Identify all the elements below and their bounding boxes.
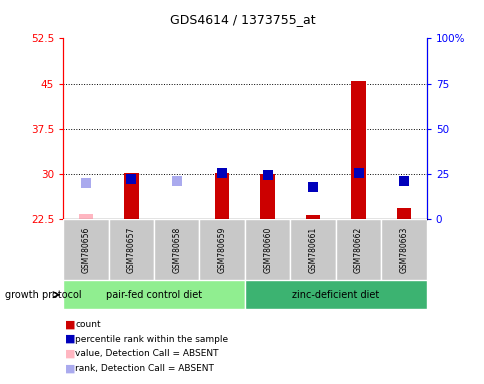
Bar — [244, 219, 290, 280]
Bar — [63, 280, 244, 309]
Text: zinc-deficient diet: zinc-deficient diet — [292, 290, 378, 300]
Text: GSM780656: GSM780656 — [81, 227, 90, 273]
Bar — [260, 174, 274, 219]
Text: GSM780661: GSM780661 — [308, 227, 317, 273]
Bar — [124, 173, 138, 219]
Point — [172, 178, 180, 184]
Text: ■: ■ — [65, 334, 76, 344]
Text: rank, Detection Call = ABSENT: rank, Detection Call = ABSENT — [75, 364, 213, 373]
Bar — [290, 219, 335, 280]
Text: GSM780659: GSM780659 — [217, 227, 226, 273]
Text: ■: ■ — [65, 319, 76, 329]
Text: GSM780657: GSM780657 — [126, 227, 136, 273]
Text: growth protocol: growth protocol — [5, 290, 81, 300]
Point — [399, 178, 407, 184]
Bar — [350, 81, 365, 219]
Bar — [214, 172, 229, 219]
Bar — [244, 280, 426, 309]
Point — [82, 180, 90, 186]
Text: GSM780658: GSM780658 — [172, 227, 181, 273]
Bar — [153, 219, 199, 280]
Bar — [78, 214, 93, 219]
Bar — [108, 219, 153, 280]
Text: ■: ■ — [65, 363, 76, 373]
Text: GSM780662: GSM780662 — [353, 227, 363, 273]
Text: ■: ■ — [65, 349, 76, 359]
Point — [309, 184, 317, 190]
Point — [127, 175, 135, 182]
Text: GSM780660: GSM780660 — [263, 227, 272, 273]
Text: pair-fed control diet: pair-fed control diet — [106, 290, 202, 300]
Text: percentile rank within the sample: percentile rank within the sample — [75, 334, 228, 344]
Text: GSM780663: GSM780663 — [399, 227, 408, 273]
Bar — [396, 208, 410, 219]
Bar — [335, 219, 380, 280]
Text: GDS4614 / 1373755_at: GDS4614 / 1373755_at — [169, 13, 315, 26]
Text: value, Detection Call = ABSENT: value, Detection Call = ABSENT — [75, 349, 218, 358]
Point — [263, 172, 271, 178]
Bar — [305, 215, 320, 219]
Bar — [63, 219, 108, 280]
Text: count: count — [75, 320, 101, 329]
Bar — [380, 219, 426, 280]
Point — [218, 169, 226, 175]
Point — [354, 169, 362, 175]
Bar — [199, 219, 244, 280]
